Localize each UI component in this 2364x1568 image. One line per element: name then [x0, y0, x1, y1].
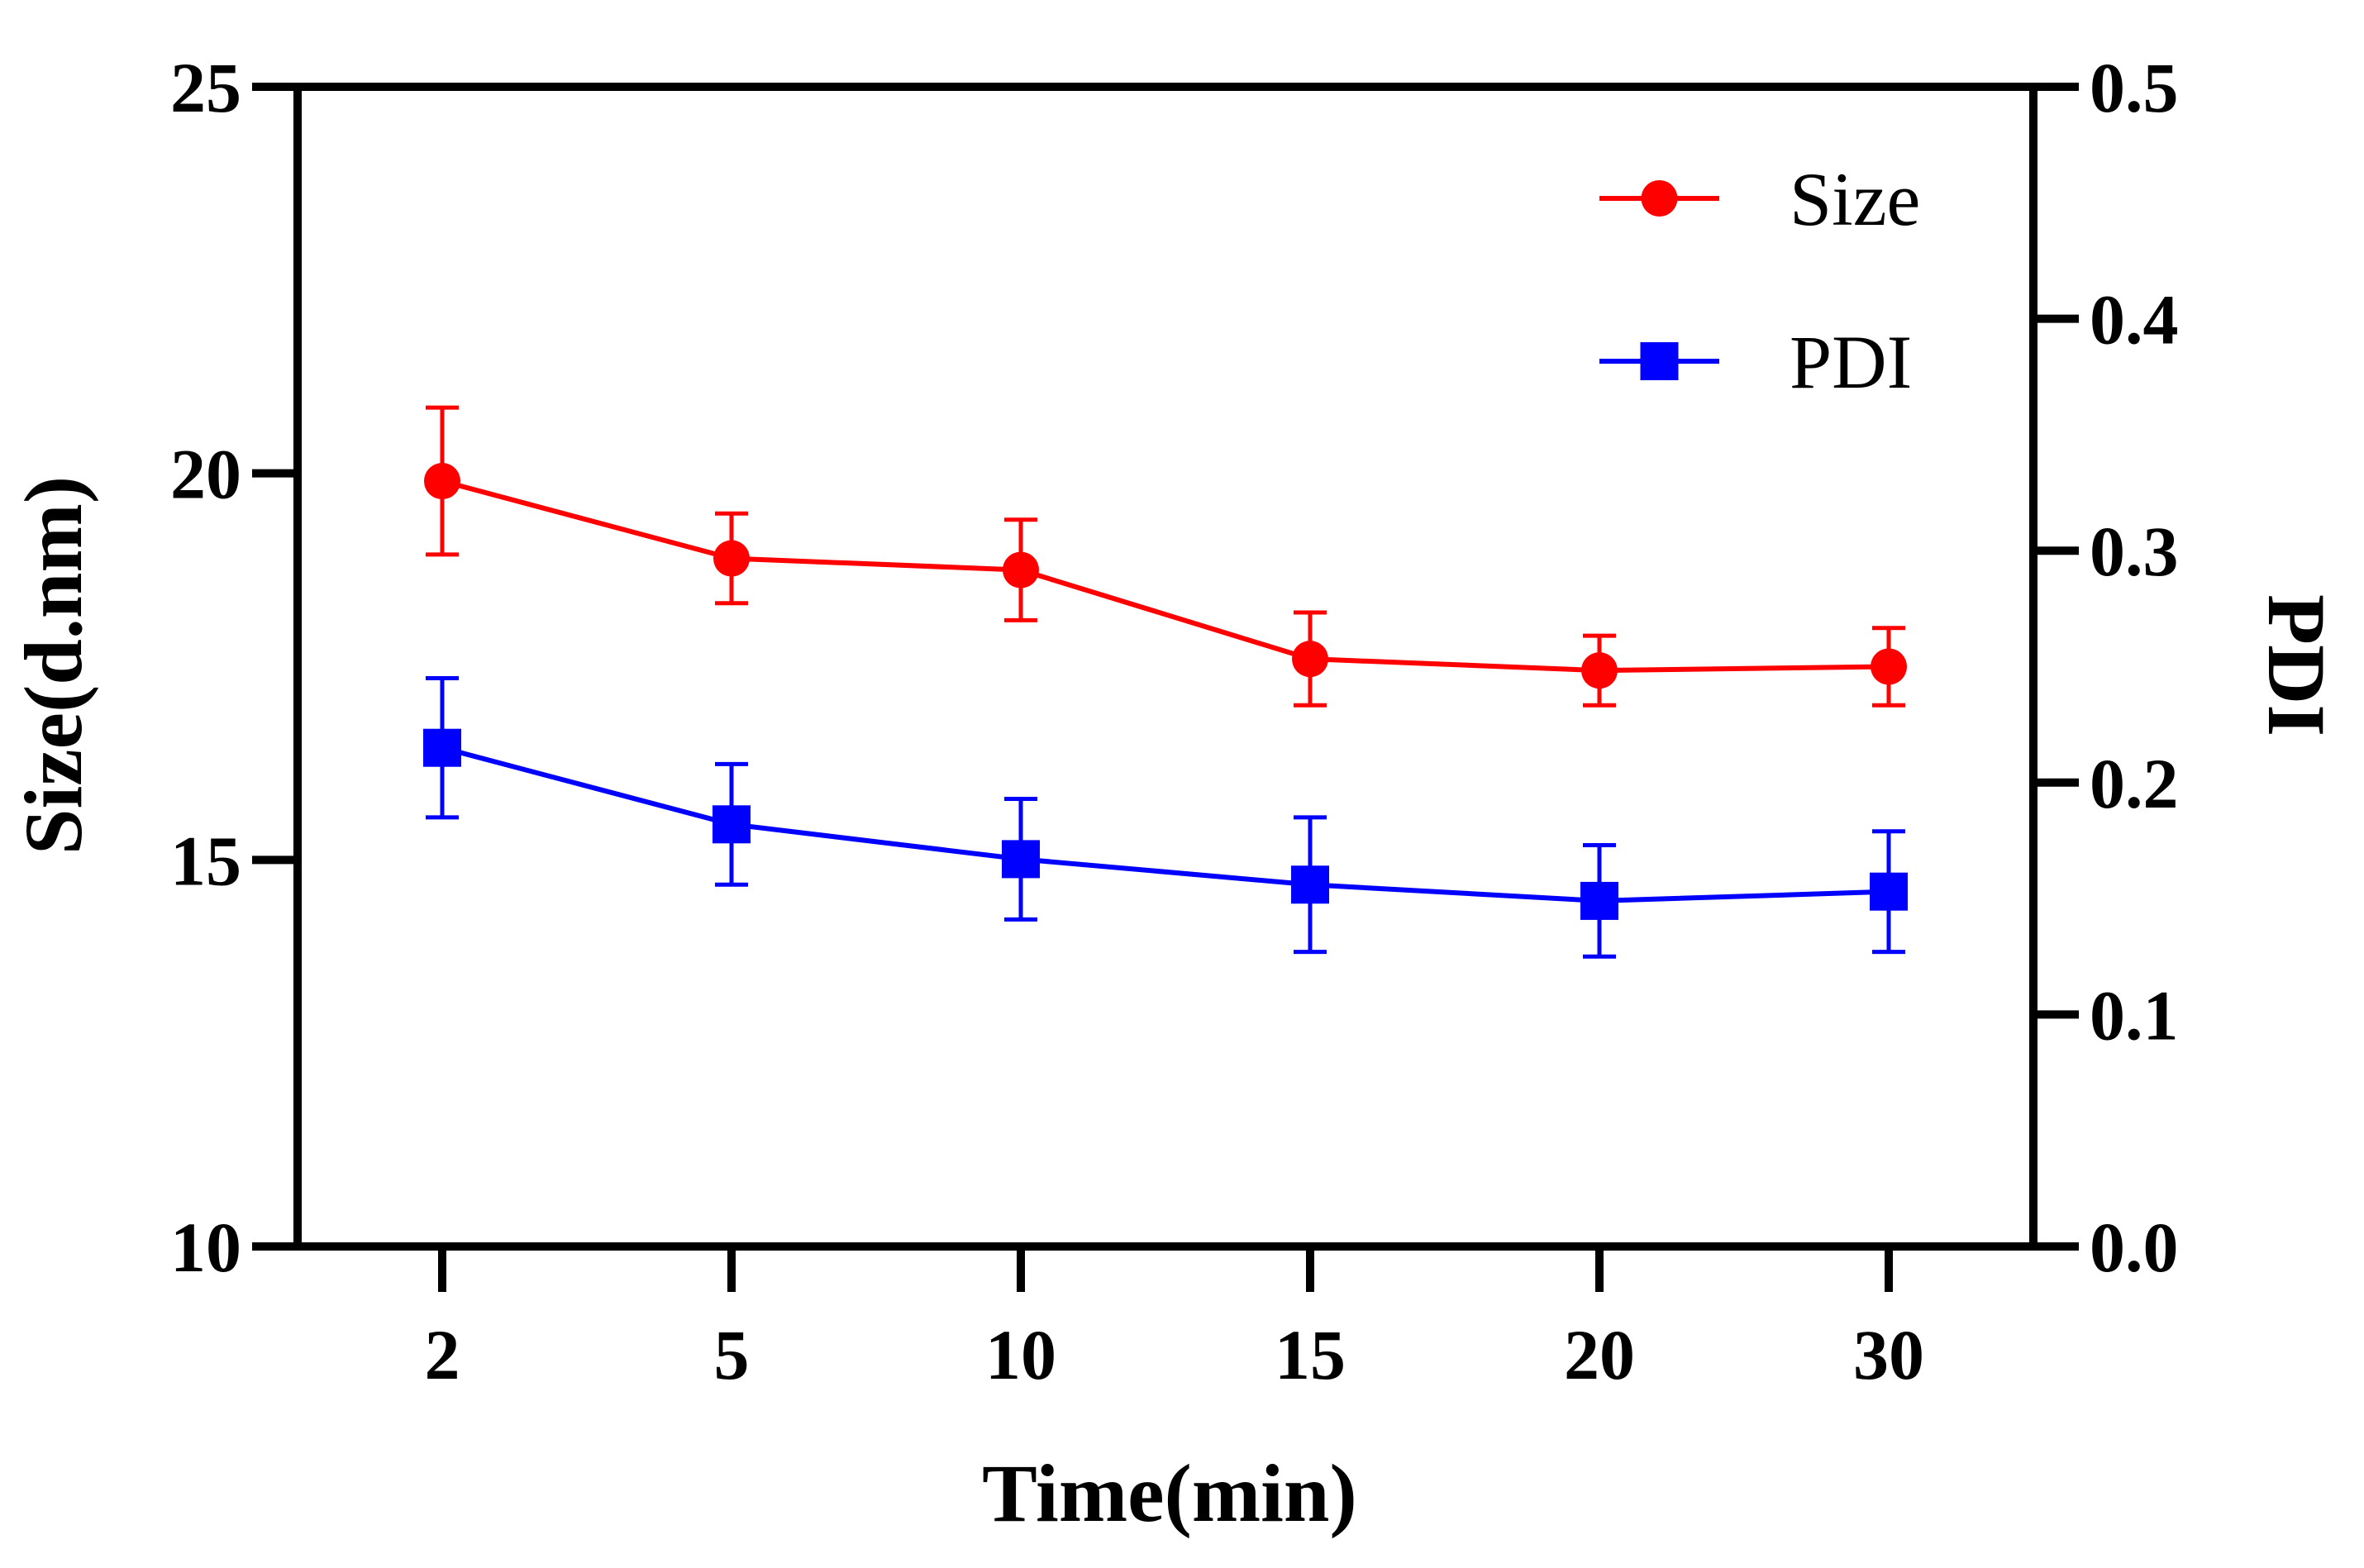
y2-tick-label: 0.5: [2090, 48, 2179, 127]
x-tick-label: 10: [985, 1315, 1056, 1394]
legend-label-size: Size: [1790, 157, 1920, 241]
legend-label-pdi: PDI: [1790, 320, 1912, 404]
y-axis-title: Size(d.nm): [7, 476, 99, 855]
legend-marker-pdi: [1640, 342, 1679, 380]
x-tick-label: 30: [1853, 1315, 1924, 1394]
size-point: [1581, 652, 1618, 689]
y-tick-label: 25: [170, 48, 241, 127]
size-point: [1871, 648, 1907, 685]
pdi-point: [1002, 840, 1040, 879]
y2-axis-title: PDI: [2251, 594, 2343, 736]
pdi-point: [1580, 881, 1618, 920]
pdi-series-line: [441, 745, 1890, 903]
legend: Size PDI: [1599, 157, 1920, 404]
x-tick-label: 2: [425, 1315, 460, 1394]
y2-tick-label: 0.3: [2090, 512, 2179, 591]
pdi-point: [423, 728, 461, 767]
plot-area: [423, 405, 1908, 959]
size-point: [713, 540, 750, 577]
size-point: [1003, 551, 1039, 589]
y-tick-label: 10: [170, 1208, 241, 1287]
y2-tick-label: 0.0: [2090, 1208, 2179, 1287]
x-tick-label: 20: [1564, 1315, 1635, 1394]
plot-frame: [293, 83, 2038, 1251]
x-tick-label: 5: [714, 1315, 750, 1394]
size-point: [1292, 641, 1328, 678]
y2-tick-label: 0.4: [2090, 280, 2179, 360]
y2-tick-label: 0.2: [2090, 744, 2179, 823]
y-tick-label: 15: [170, 821, 241, 900]
pdi-point: [1870, 872, 1908, 911]
size-series-line: [441, 479, 1890, 674]
x-axis-title: Time(min): [982, 1447, 1357, 1539]
pdi-point: [1291, 865, 1329, 904]
size-point: [424, 463, 460, 500]
y2-tick-label: 0.1: [2090, 975, 2179, 1055]
x-tick-label: 15: [1275, 1315, 1346, 1394]
y-tick-label: 20: [170, 435, 241, 514]
legend-marker-size: [1641, 180, 1678, 217]
pdi-point: [713, 805, 751, 844]
